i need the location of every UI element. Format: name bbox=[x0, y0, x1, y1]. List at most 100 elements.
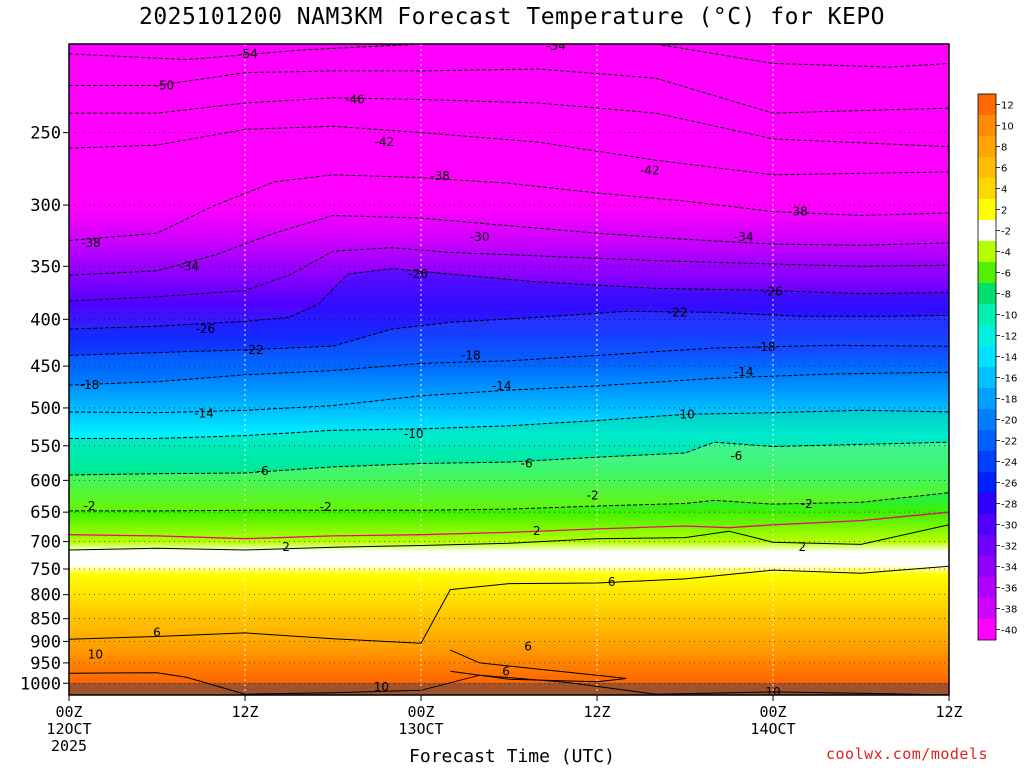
colorbar-swatch--18 bbox=[978, 388, 996, 409]
colorbar-swatch-8 bbox=[978, 136, 996, 157]
colorbar-label--12: -12 bbox=[1001, 332, 1017, 343]
contour--18-9 bbox=[69, 344, 949, 386]
contour-label-35: 6 bbox=[153, 625, 161, 639]
x-tick-label-0-1: 12OCT bbox=[46, 720, 91, 738]
colorbar-frame bbox=[977, 93, 997, 641]
colorbar-label--26: -26 bbox=[1001, 479, 1017, 490]
y-tick-label-650: 650 bbox=[30, 503, 61, 523]
contour-label-23: -10 bbox=[404, 427, 424, 441]
contour-label-24: -10 bbox=[675, 407, 695, 421]
colorbar-label--4: -4 bbox=[1001, 248, 1011, 259]
colorbar-swatch--12 bbox=[978, 325, 996, 346]
contour-label-20: -14 bbox=[194, 406, 214, 420]
colorbar-swatch--6 bbox=[978, 262, 996, 283]
y-tick-label-300: 300 bbox=[30, 196, 61, 216]
temperature-color-bands bbox=[69, 268, 949, 511]
y-tick-label-250: 250 bbox=[30, 124, 61, 144]
contour-lines bbox=[69, 44, 949, 695]
y-tick-label-600: 600 bbox=[30, 471, 61, 491]
colorbar-swatch--26 bbox=[978, 472, 996, 493]
colorbar-label--14: -14 bbox=[1001, 353, 1017, 364]
y-tick-label-450: 450 bbox=[30, 357, 61, 377]
colorbar-swatch--36 bbox=[978, 577, 996, 598]
y-tick-label-800: 800 bbox=[30, 586, 61, 606]
colorbar-label--38: -38 bbox=[1001, 605, 1017, 616]
contour-label-40: 10 bbox=[374, 680, 389, 694]
colorbar-swatch--4 bbox=[978, 241, 996, 262]
colorbar-swatch-12 bbox=[978, 94, 996, 115]
contour-2-15 bbox=[69, 524, 949, 551]
contour-label-27: -6 bbox=[730, 449, 742, 463]
y-tick-label-750: 750 bbox=[30, 560, 61, 580]
contour-label-19: -18 bbox=[756, 340, 776, 354]
contour-label-36: 6 bbox=[608, 575, 616, 589]
contour-labels: -54-54-50-46-42-42-38-38-38-34-34-30-26-… bbox=[80, 44, 813, 695]
colorbar-swatch--8 bbox=[978, 283, 996, 304]
colorbar-label--24: -24 bbox=[1001, 458, 1017, 469]
colorbar-label-10: 10 bbox=[1001, 122, 1014, 133]
contour--42-3 bbox=[69, 125, 949, 176]
contour-label-32: 2 bbox=[282, 540, 290, 554]
x-tick-label-0-2: 2025 bbox=[51, 737, 87, 755]
colorbar-label-2: 2 bbox=[1001, 206, 1007, 217]
colorbar-label-12: 12 bbox=[1001, 101, 1014, 112]
contour--50-1 bbox=[69, 68, 949, 114]
temp-band--6 bbox=[69, 442, 949, 511]
temp-band--10 bbox=[69, 410, 949, 475]
x-axis-title: Forecast Time (UTC) bbox=[409, 746, 615, 767]
colorbar-swatch--22 bbox=[978, 430, 996, 451]
site-watermark[interactable]: coolwx.com/models bbox=[826, 745, 989, 763]
colorbar-label--6: -6 bbox=[1001, 269, 1011, 280]
colorbar-swatch--14 bbox=[978, 346, 996, 367]
y-tick-label-950: 950 bbox=[30, 654, 61, 674]
contour--34-5 bbox=[69, 214, 949, 276]
contour-label-10: -34 bbox=[734, 230, 754, 244]
contour-label-5: -42 bbox=[640, 163, 660, 177]
contour-label-28: -2 bbox=[84, 499, 96, 513]
contour-label-34: 2 bbox=[799, 540, 807, 554]
colorbar-label--16: -16 bbox=[1001, 374, 1017, 385]
contour-label-31: -2 bbox=[801, 497, 813, 511]
contour-6-18 bbox=[450, 649, 627, 683]
contour-label-21: -14 bbox=[492, 379, 512, 393]
colorbar-label--20: -20 bbox=[1001, 416, 1017, 427]
colorbar-label--28: -28 bbox=[1001, 500, 1017, 511]
contour-label-18: -18 bbox=[461, 348, 481, 362]
contour-label-13: -26 bbox=[408, 267, 428, 281]
contour--30-6 bbox=[69, 247, 949, 302]
contour-label-7: -38 bbox=[430, 169, 450, 183]
temp-band--26 bbox=[69, 268, 949, 356]
contour--26-7 bbox=[69, 267, 949, 330]
x-tick-label-0-0: 00Z bbox=[55, 703, 82, 721]
contour-label-12: -26 bbox=[196, 322, 216, 336]
colorbar-label--2: -2 bbox=[1001, 227, 1011, 238]
temperature-color-field bbox=[69, 44, 949, 695]
contour-label-33: 2 bbox=[533, 524, 541, 538]
x-tick-label-12-0: 12Z bbox=[231, 703, 258, 721]
colorbar-swatch--10 bbox=[978, 304, 996, 325]
temp-band--22 bbox=[69, 311, 949, 386]
colorbar-label--30: -30 bbox=[1001, 521, 1017, 532]
colorbar-label--40: -40 bbox=[1001, 626, 1017, 637]
x-tick-label-24-1: 13OCT bbox=[398, 720, 443, 738]
contour--14-10 bbox=[69, 371, 949, 414]
colorbar-label-4: 4 bbox=[1001, 185, 1007, 196]
x-tick-label-48-1: 14OCT bbox=[750, 720, 795, 738]
y-tick-label-850: 850 bbox=[30, 610, 61, 630]
colorbar-label-6: 6 bbox=[1001, 164, 1007, 175]
x-tick-label-48-0: 00Z bbox=[759, 703, 786, 721]
colorbar-label--18: -18 bbox=[1001, 395, 1017, 406]
colorbar-label-8: 8 bbox=[1001, 143, 1007, 154]
contour--6-12 bbox=[69, 441, 949, 476]
contour-label-3: -46 bbox=[345, 93, 365, 107]
colorbar-label--36: -36 bbox=[1001, 584, 1017, 595]
contour--46-2 bbox=[69, 97, 949, 148]
y-tick-label-400: 400 bbox=[30, 310, 61, 330]
y-tick-label-550: 550 bbox=[30, 437, 61, 457]
contour-label-9: -34 bbox=[179, 259, 199, 273]
contour--10-11 bbox=[69, 409, 949, 439]
contour-label-22: -14 bbox=[734, 365, 754, 379]
